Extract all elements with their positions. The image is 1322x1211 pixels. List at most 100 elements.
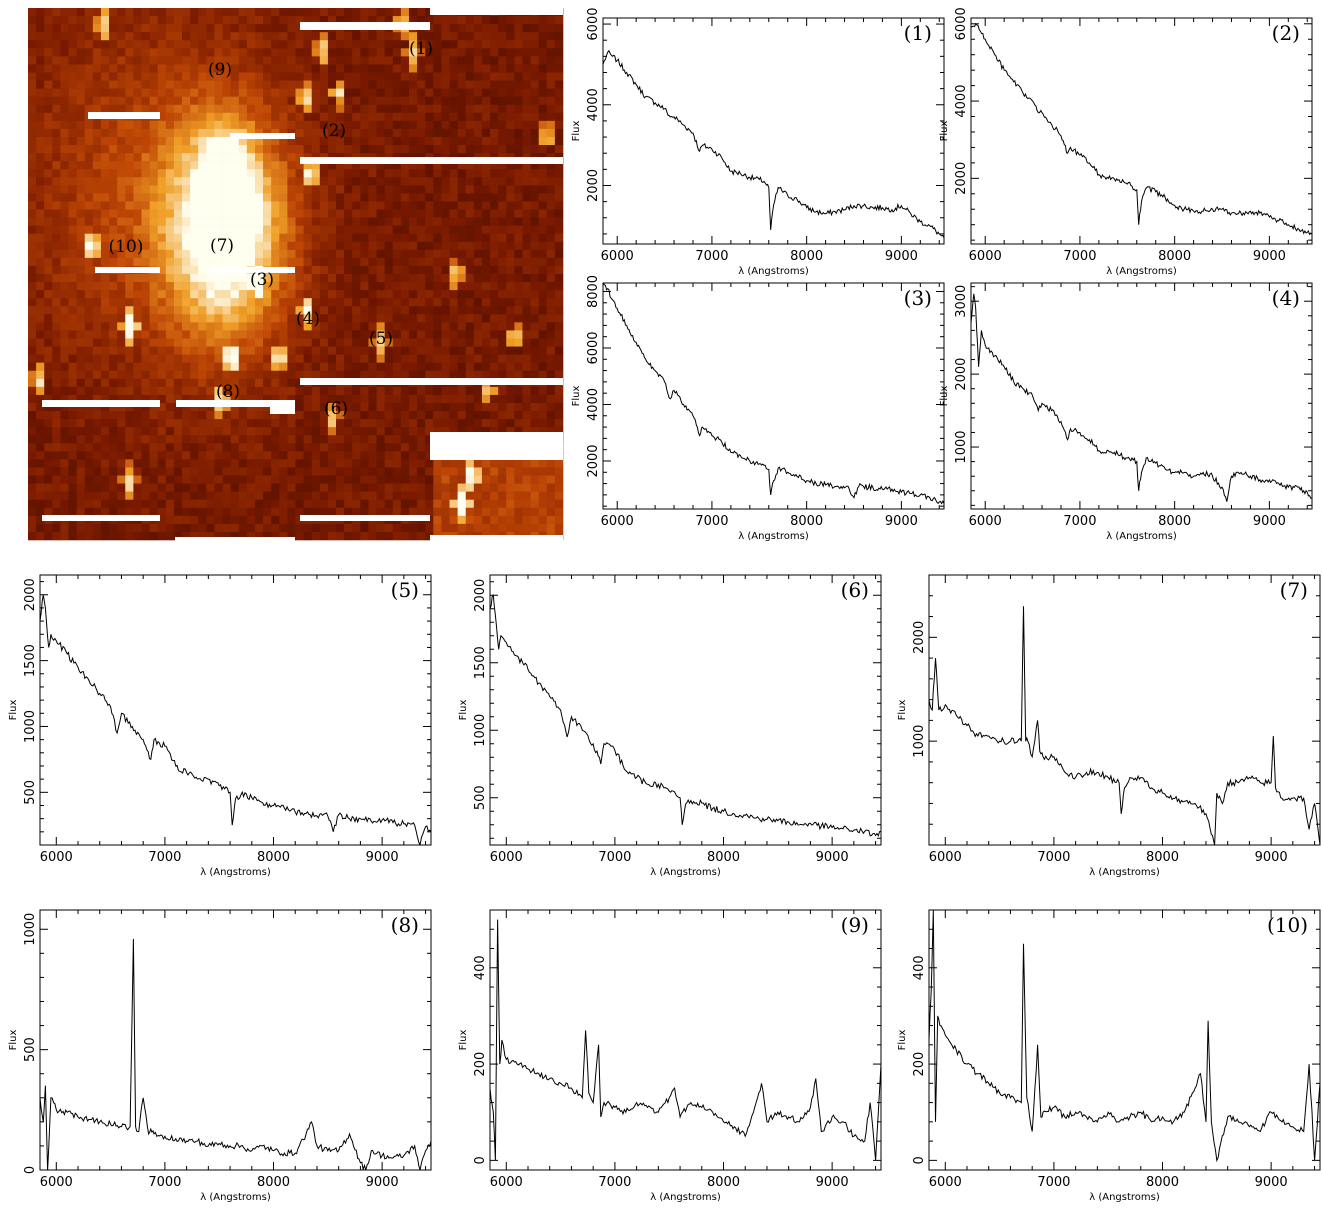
image-pixel: [173, 402, 183, 412]
image-pixel: [92, 531, 102, 541]
image-pixel: [125, 370, 134, 380]
image-pixel: [125, 459, 134, 468]
image-pixel: [263, 56, 272, 65]
image-pixel: [408, 491, 418, 500]
image-pixel: [336, 161, 345, 170]
image-pixel: [360, 241, 369, 251]
image-pixel: [206, 32, 215, 41]
image-pixel: [271, 8, 280, 17]
image-pixel: [271, 330, 280, 339]
image-pixel: [481, 88, 491, 97]
image-pixel: [279, 290, 288, 299]
image-pixel: [246, 217, 256, 226]
image-pixel: [457, 257, 467, 267]
image-pixel: [473, 330, 483, 339]
image-pixel: [230, 177, 240, 186]
image-pixel: [473, 507, 483, 517]
image-pixel: [165, 225, 175, 234]
y-axis-label: Flux: [8, 700, 19, 721]
image-pixel: [465, 48, 475, 57]
image-pixel: [125, 491, 134, 500]
image-pixel: [327, 314, 337, 323]
image-pixel: [149, 185, 158, 194]
image-pixel: [408, 443, 418, 452]
image-region-label: (7): [210, 236, 234, 256]
image-pixel: [465, 120, 475, 130]
image-pixel: [311, 112, 321, 122]
image-pixel: [376, 217, 385, 226]
image-pixel: [100, 290, 110, 299]
image-pixel: [100, 306, 110, 315]
image-pixel: [433, 48, 442, 57]
image-pixel: [376, 40, 385, 49]
image-pixel: [246, 193, 256, 202]
image-pixel: [141, 233, 150, 243]
image-pixel: [190, 443, 199, 452]
image-pixel: [441, 112, 450, 122]
image-pixel: [554, 394, 564, 404]
image-pixel: [327, 274, 337, 283]
image-pixel: [433, 40, 442, 49]
image-pixel: [230, 257, 240, 267]
image-pixel: [198, 177, 207, 186]
image-pixel: [206, 40, 215, 49]
image-pixel: [327, 298, 337, 307]
image-pixel: [327, 265, 337, 275]
image-pixel: [141, 491, 150, 500]
image-pixel: [165, 467, 175, 476]
image-pixel: [198, 274, 207, 283]
image-pixel: [246, 64, 256, 73]
image-pixel: [336, 338, 345, 347]
image-pixel: [198, 443, 207, 452]
image-pixel: [149, 80, 158, 89]
image-pixel: [327, 64, 337, 73]
image-pixel: [368, 72, 377, 81]
image-pixel: [222, 177, 231, 186]
image-pixel: [384, 56, 394, 65]
image-pixel: [295, 507, 304, 517]
image-pixel: [449, 32, 458, 41]
image-pixel: [303, 507, 313, 517]
image-pixel: [157, 531, 167, 541]
image-pixel: [44, 217, 53, 226]
image-pixel: [303, 419, 313, 428]
image-pixel: [165, 48, 175, 57]
image-pixel: [271, 96, 280, 106]
image-pixel: [344, 112, 353, 122]
image-pixel: [109, 419, 118, 428]
image-pixel: [173, 523, 183, 533]
image-pixel: [441, 394, 450, 404]
image-pixel: [392, 362, 402, 372]
image-pixel: [149, 427, 158, 436]
image-pixel: [490, 459, 499, 468]
image-pixel: [481, 507, 491, 517]
image-pixel: [344, 104, 353, 114]
image-pixel: [117, 378, 126, 388]
image-pixel: [109, 233, 118, 243]
image-pixel: [352, 96, 361, 106]
image-pixel: [182, 507, 191, 517]
image-pixel: [538, 346, 548, 355]
image-pixel: [109, 193, 118, 202]
image-pixel: [400, 257, 410, 267]
image-pixel: [60, 193, 69, 202]
image-pixel: [28, 314, 37, 323]
image-pixel: [60, 265, 69, 275]
image-pixel: [230, 32, 240, 41]
x-tick-label: 9000: [1253, 514, 1286, 529]
image-pixel: [287, 330, 296, 339]
image-pixel: [481, 322, 491, 331]
image-pixel: [117, 120, 126, 130]
image-pixel: [117, 209, 126, 218]
image-pixel: [52, 177, 61, 186]
image-pixel: [449, 322, 458, 331]
image-pixel: [254, 241, 264, 251]
image-pixel: [417, 290, 426, 299]
image-pixel: [417, 249, 426, 259]
image-pixel: [271, 136, 280, 146]
image-pixel: [449, 193, 458, 202]
image-pixel: [271, 338, 280, 347]
image-pixel: [52, 233, 61, 243]
image-pixel: [206, 330, 215, 339]
image-pixel: [190, 193, 199, 202]
